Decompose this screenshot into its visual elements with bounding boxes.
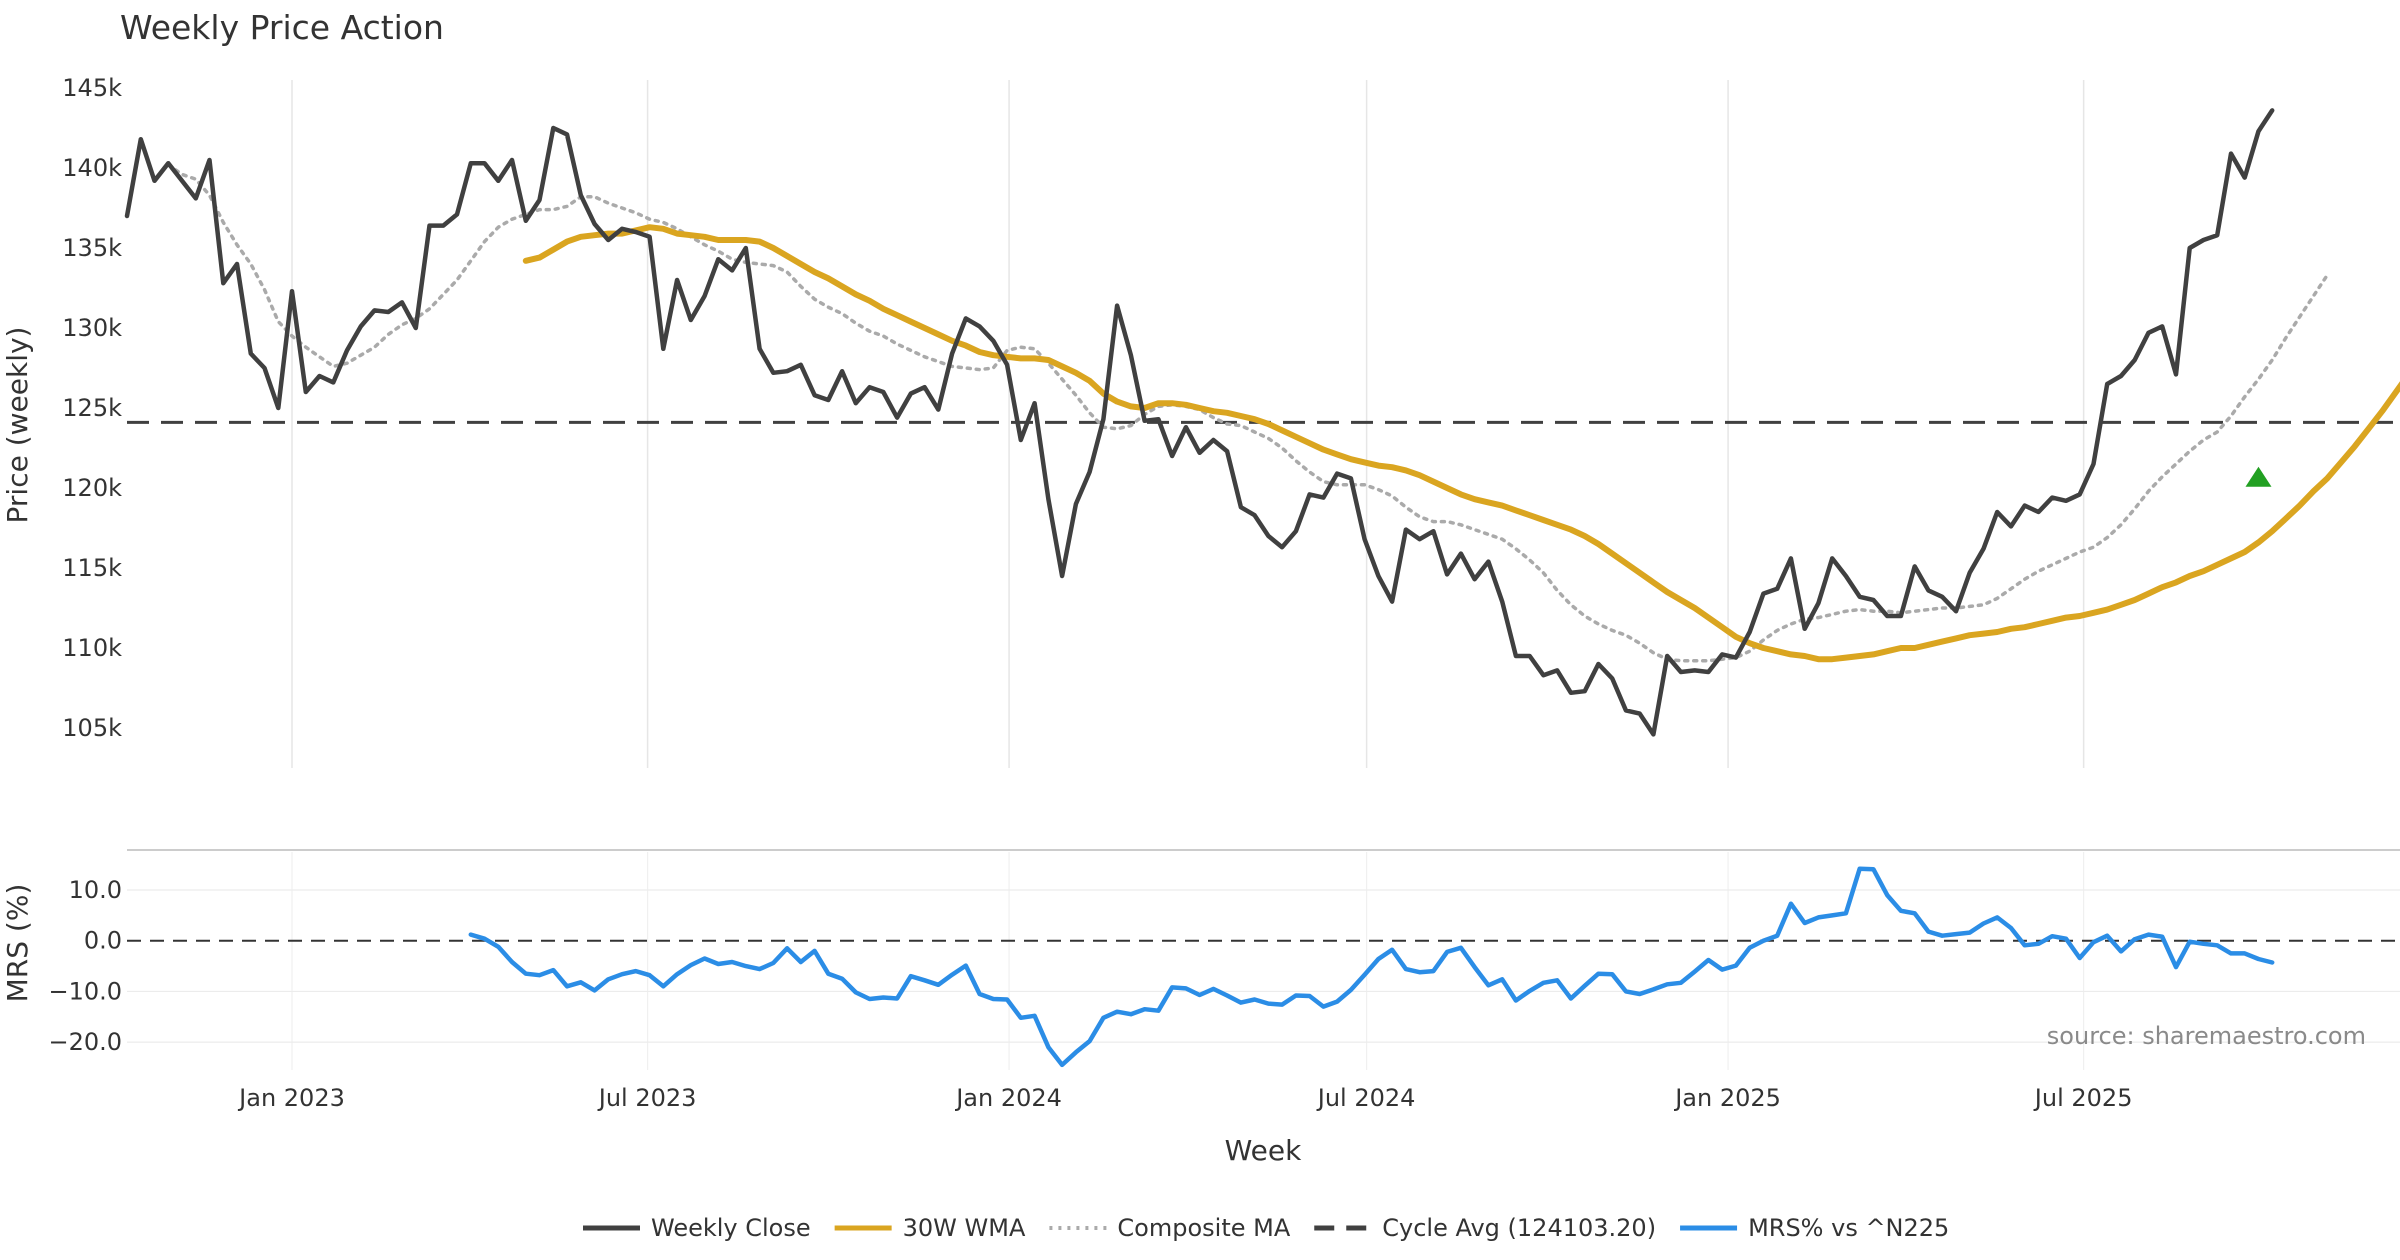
- x-tick-label: Jul 2025: [2033, 1084, 2133, 1112]
- price-y-tick-label: 135k: [62, 234, 122, 262]
- price-y-tick-label: 120k: [62, 474, 122, 502]
- x-tick-label: Jan 2025: [1673, 1084, 1781, 1112]
- mrs-panel-grid: [127, 849, 2400, 1070]
- price-panel-grid: [291, 80, 2085, 768]
- buy-signal-marker: [2245, 466, 2272, 487]
- price-y-tick-label: 125k: [62, 394, 122, 422]
- price-y-tick-label: 145k: [62, 74, 122, 102]
- x-tick-label: Jul 2024: [1316, 1084, 1416, 1112]
- x-tick-label: Jan 2023: [237, 1084, 345, 1112]
- x-axis-label: Week: [1225, 1134, 1302, 1167]
- mrs-y-tick-label: 10.0: [69, 876, 122, 904]
- x-axis: Jan 2023 Jul 2023 Jan 2024 Jul 2024 Jan 2025…: [237, 1084, 2132, 1112]
- legend-label: 30W WMA: [903, 1214, 1026, 1242]
- signal-markers: [2245, 466, 2272, 487]
- price-y-tick-label: 140k: [62, 154, 122, 182]
- chart-title: Weekly Price Action: [120, 8, 444, 47]
- mrs-y-axis-label: MRS (%): [1, 884, 34, 1003]
- price-y-tick-label: 105k: [62, 714, 122, 742]
- x-tick-label: Jul 2023: [597, 1084, 697, 1112]
- legend-label: Composite MA: [1117, 1214, 1290, 1242]
- price-y-axis-label: Price (weekly): [1, 327, 34, 524]
- legend-label: Cycle Avg (124103.20): [1382, 1214, 1656, 1242]
- price-y-axis: 105k 110k 115k 120k 125k 130k 135k 140k 145k: [62, 74, 122, 742]
- 30w-wma-line: [522, 224, 2400, 663]
- mrs-y-tick-label: −10.0: [48, 977, 122, 1005]
- legend-label: MRS% vs ^N225: [1748, 1214, 1949, 1242]
- price-series-group: [124, 108, 2400, 737]
- chart-legend: Weekly Close 30W WMA Composite MA Cycle Avg…: [583, 1214, 1949, 1242]
- weekly-close-line: [124, 108, 2275, 737]
- price-y-tick-label: 110k: [62, 634, 122, 662]
- mrs-y-tick-label: −20.0: [48, 1028, 122, 1056]
- legend-label: Weekly Close: [651, 1214, 811, 1242]
- source-annotation: source: sharemaestro.com: [2047, 1022, 2366, 1050]
- mrs-series-group: [127, 866, 2400, 1068]
- mrs-y-tick-label: 0.0: [84, 927, 122, 955]
- composite-ma-line: [166, 163, 2329, 663]
- mrs-y-axis: 10.0 0.0 −10.0 −20.0: [48, 876, 122, 1056]
- price-y-tick-label: 130k: [62, 314, 122, 342]
- price-y-tick-label: 115k: [62, 554, 122, 582]
- x-tick-label: Jan 2024: [954, 1084, 1062, 1112]
- mrs-line: [468, 866, 2275, 1068]
